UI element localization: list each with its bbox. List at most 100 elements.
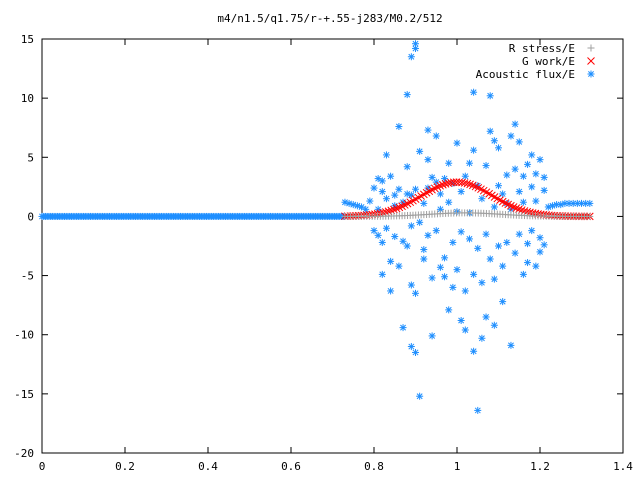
acoustic-point [528, 227, 536, 235]
acoustic-point [490, 203, 498, 211]
acoustic-point [378, 270, 386, 278]
legend-label: G work/E [522, 55, 575, 68]
acoustic-point [441, 175, 449, 183]
acoustic-point [441, 254, 449, 262]
acoustic-point [470, 270, 478, 278]
acoustic-point [524, 259, 532, 267]
acoustic-point [412, 289, 419, 297]
acoustic-point [412, 348, 419, 356]
acoustic-point [507, 341, 515, 349]
acoustic-point [515, 188, 523, 196]
x-tick-label: 0.2 [115, 460, 135, 473]
acoustic-point [486, 127, 494, 135]
acoustic-point [482, 230, 490, 238]
axes [41, 38, 624, 454]
acoustic-point [470, 146, 478, 154]
acoustic-point [378, 188, 386, 196]
acoustic-point [403, 242, 411, 250]
acoustic-point [507, 132, 515, 140]
g-work-point [392, 204, 401, 213]
acoustic-point [478, 195, 486, 203]
acoustic-point [536, 156, 544, 164]
acoustic-point [424, 231, 432, 239]
acoustic-point [407, 343, 415, 351]
acoustic-point [445, 306, 453, 314]
acoustic-point [540, 173, 548, 181]
acoustic-point [495, 182, 502, 190]
acoustic-point [382, 224, 390, 232]
acoustic-point [341, 198, 349, 206]
acoustic-point [370, 184, 378, 192]
acoustic-point [445, 198, 453, 206]
acoustic-point [486, 92, 494, 100]
acoustic-point [395, 185, 403, 193]
acoustic-point [482, 162, 490, 170]
acoustic-point [499, 190, 507, 198]
legend-marker [587, 57, 595, 65]
acoustic-point [424, 156, 432, 164]
acoustic-point [503, 171, 511, 179]
acoustic-point [503, 238, 511, 246]
g-work-point [395, 203, 404, 212]
acoustic-point [470, 347, 478, 355]
g-work-point [390, 205, 398, 214]
acoustic-point [391, 233, 399, 241]
acoustic-point [586, 199, 594, 207]
acoustic-point [403, 163, 411, 171]
acoustic-point [420, 246, 428, 254]
series-layer [38, 40, 594, 414]
acoustic-point [470, 88, 478, 96]
acoustic-point [407, 53, 415, 61]
acoustic-point [353, 202, 361, 210]
acoustic-point [478, 279, 486, 287]
acoustic-point [453, 139, 461, 147]
acoustic-point [519, 198, 527, 206]
series-r-stress [341, 209, 594, 220]
acoustic-point [416, 218, 424, 226]
acoustic-point [412, 40, 419, 48]
legend-marker [587, 44, 595, 52]
acoustic-point [486, 255, 494, 263]
acoustic-point [515, 230, 523, 238]
y-tick-label: -10 [14, 329, 34, 342]
g-work-point [439, 180, 447, 189]
acoustic-point [511, 120, 519, 128]
acoustic-point [428, 332, 436, 340]
acoustic-point [436, 263, 444, 271]
acoustic-point [515, 138, 523, 146]
acoustic-point [457, 188, 465, 196]
acoustic-point [416, 147, 424, 155]
acoustic-point [391, 191, 399, 199]
acoustic-point [536, 234, 544, 242]
acoustic-point [382, 151, 390, 159]
y-tick-label: -15 [14, 388, 34, 401]
acoustic-point [428, 173, 436, 181]
acoustic-point [399, 324, 407, 332]
acoustic-point [387, 287, 395, 295]
x-tick-label: 1 [454, 460, 461, 473]
x-tick-label: 1.4 [613, 460, 633, 473]
acoustic-point [407, 281, 415, 289]
acoustic-point [490, 137, 498, 145]
acoustic-point [490, 321, 498, 329]
acoustic-point [432, 132, 440, 140]
x-axis: 0 0.2 0.4 0.6 0.8 1 1.2 1.4 [39, 39, 633, 473]
acoustic-point [457, 317, 465, 325]
acoustic-point [420, 199, 428, 207]
acoustic-point [495, 242, 502, 250]
g-work-point [466, 180, 474, 189]
x-tick-label: 0.8 [364, 460, 384, 473]
g-work-point [512, 204, 521, 212]
y-tick-label: -5 [21, 270, 34, 283]
acoustic-point [532, 262, 540, 270]
acoustic-point [511, 249, 519, 257]
acoustic-point [532, 170, 540, 178]
legend-label: R stress/E [509, 42, 575, 55]
x-tick-label: 0 [39, 460, 46, 473]
acoustic-point [461, 172, 469, 180]
x-tick-label: 0.4 [198, 460, 218, 473]
legend-marker [587, 70, 595, 78]
acoustic-point [540, 186, 548, 194]
g-work-point [436, 181, 445, 190]
